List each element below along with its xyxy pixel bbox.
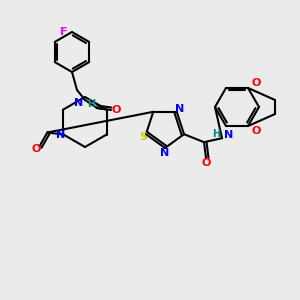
Text: O: O: [111, 105, 121, 115]
Text: S: S: [139, 132, 147, 142]
Text: O: O: [32, 145, 41, 154]
Text: N: N: [74, 98, 83, 108]
Text: H: H: [87, 99, 95, 109]
Text: O: O: [201, 158, 211, 168]
Text: F: F: [60, 27, 67, 37]
Text: O: O: [251, 78, 261, 88]
Text: N: N: [175, 104, 184, 114]
Text: N: N: [56, 130, 65, 140]
Text: H: H: [212, 129, 220, 139]
Text: N: N: [160, 148, 169, 158]
Text: N: N: [224, 130, 233, 140]
Text: O: O: [251, 126, 261, 136]
